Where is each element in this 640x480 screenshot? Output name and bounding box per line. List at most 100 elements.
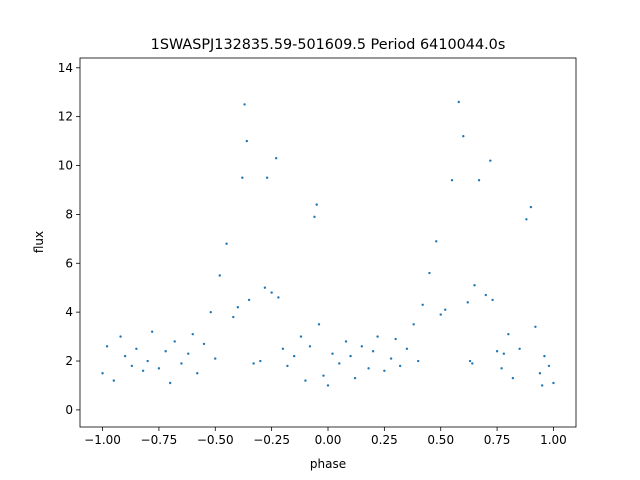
data-point	[398, 364, 402, 368]
x-tick-label: 1.00	[540, 433, 567, 447]
x-tick-label: 0.75	[484, 433, 511, 447]
data-point	[435, 240, 438, 243]
data-point	[529, 205, 533, 209]
y-tick-label: 6	[65, 256, 73, 270]
data-point	[543, 354, 546, 358]
data-point	[511, 376, 515, 380]
data-point	[540, 384, 544, 387]
y-tick-label: 12	[58, 110, 73, 124]
data-point	[101, 372, 104, 375]
data-point	[367, 367, 370, 370]
y-tick-label: 4	[65, 305, 73, 319]
data-point	[502, 352, 506, 355]
data-point	[191, 332, 194, 336]
data-point	[112, 379, 116, 382]
data-point	[274, 156, 278, 160]
data-point	[308, 345, 312, 348]
data-point	[243, 103, 246, 106]
data-point	[525, 218, 528, 221]
data-point	[457, 100, 460, 104]
x-tick-label: 0.00	[315, 433, 342, 447]
data-point	[281, 347, 285, 350]
y-tick-label: 14	[58, 61, 73, 75]
data-point	[214, 357, 217, 360]
data-point	[489, 159, 492, 162]
data-point	[209, 310, 212, 314]
data-point	[322, 374, 325, 377]
data-point	[507, 332, 510, 336]
data-point	[331, 352, 334, 355]
data-point	[383, 369, 386, 372]
chart-title: 1SWASPJ132835.59-501609.5 Period 6410044…	[151, 37, 506, 53]
data-point	[462, 135, 465, 138]
y-tick-label: 8	[65, 207, 73, 221]
data-point	[534, 325, 537, 329]
x-axis-label: phase	[310, 457, 346, 471]
data-point	[315, 203, 318, 206]
data-point	[450, 178, 454, 182]
data-point	[360, 345, 364, 348]
data-point	[326, 384, 330, 387]
y-tick-label: 2	[65, 354, 73, 368]
data-point	[263, 286, 267, 289]
data-point	[202, 342, 206, 346]
data-point	[371, 350, 375, 353]
data-point	[421, 303, 424, 307]
data-point	[247, 298, 251, 302]
data-point	[225, 242, 228, 245]
x-tick-label: 0.50	[427, 433, 454, 447]
data-point	[292, 354, 296, 358]
x-tick-label: 0.25	[371, 433, 398, 447]
data-point	[394, 337, 397, 341]
data-point	[196, 372, 199, 375]
y-axis-ticks: 0 2 4 6 8 10 12 14	[58, 61, 80, 417]
data-point	[405, 347, 409, 350]
x-tick-label: −0.75	[141, 433, 178, 447]
data-point	[349, 354, 352, 358]
data-point	[466, 301, 469, 304]
data-point	[187, 352, 190, 355]
data-point	[444, 308, 447, 311]
data-point	[119, 335, 122, 338]
data-point	[468, 359, 472, 363]
data-point	[265, 176, 269, 179]
data-point	[313, 215, 316, 219]
data-point	[518, 347, 521, 350]
data-point	[428, 271, 431, 275]
data-point	[105, 345, 109, 348]
data-point	[338, 362, 341, 365]
x-tick-label: −0.25	[253, 433, 290, 447]
data-point	[552, 381, 555, 385]
data-point	[252, 362, 255, 365]
y-tick-label: 10	[58, 159, 73, 173]
data-point	[286, 364, 289, 368]
data-point	[317, 323, 321, 326]
data-point	[259, 359, 262, 363]
data-point	[168, 381, 172, 385]
data-point	[477, 178, 481, 182]
data-point	[164, 350, 167, 353]
data-point	[353, 376, 357, 380]
data-point	[299, 335, 303, 338]
data-points	[101, 100, 555, 387]
data-point	[245, 139, 249, 143]
data-point	[491, 298, 494, 302]
data-point	[495, 350, 499, 353]
data-point	[277, 296, 280, 299]
data-point	[376, 335, 379, 338]
x-tick-label: −1.00	[84, 433, 121, 447]
x-tick-label: −0.50	[197, 433, 234, 447]
data-point	[471, 362, 474, 365]
data-point	[439, 313, 442, 316]
data-point	[123, 354, 127, 358]
data-point	[416, 359, 420, 363]
data-point	[236, 306, 240, 309]
data-point	[130, 364, 134, 368]
data-point	[146, 359, 149, 363]
data-point	[500, 367, 503, 370]
data-point	[389, 357, 393, 360]
data-point	[270, 291, 273, 294]
data-point	[304, 379, 307, 382]
data-point	[473, 284, 476, 287]
